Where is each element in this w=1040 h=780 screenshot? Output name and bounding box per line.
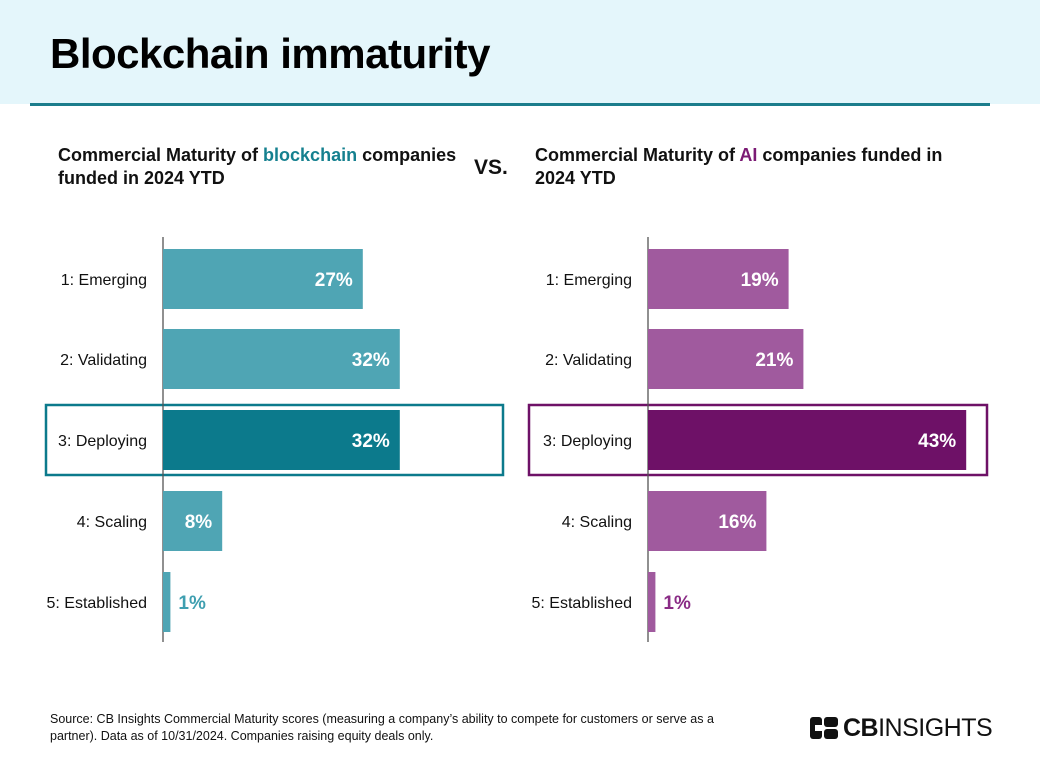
blockchain-data-label: 27% <box>315 270 353 291</box>
blockchain-data-label: 1% <box>178 593 206 614</box>
ai-tick-label: 2: Validating <box>545 352 632 369</box>
logo-wordmark: CBINSIGHTS <box>843 713 993 743</box>
blockchain-bar <box>163 410 400 470</box>
logo-light-text: INSIGHTS <box>878 713 993 742</box>
ai-highlight-box <box>527 403 989 477</box>
ai-bar <box>648 329 804 389</box>
blockchain-tick-label: 3: Deploying <box>58 433 147 450</box>
blockchain-tick-label: 2: Validating <box>60 352 147 369</box>
ai-tick-label: 1: Emerging <box>546 272 632 289</box>
logo-bold-text: CB <box>843 713 879 742</box>
ai-data-label: 21% <box>755 350 793 371</box>
ai-data-label: 19% <box>741 270 779 291</box>
right-subtitle-suffix: companies funded in 2024 YTD <box>535 145 943 188</box>
blockchain-tick-label: 1: Emerging <box>61 272 147 289</box>
left-subtitle-suffix: companies funded in 2024 YTD <box>58 145 457 188</box>
header-band: Blockchain immaturity <box>0 0 1040 104</box>
right-subtitle-prefix: Commercial Maturity of <box>535 145 740 165</box>
ai-data-label: 43% <box>918 431 956 452</box>
page-title: Blockchain immaturity <box>50 30 490 77</box>
cb-insights-logo: CBINSIGHTS <box>810 713 993 743</box>
left-subtitle-prefix: Commercial Maturity of <box>58 145 264 165</box>
blockchain-tick-label: 5: Established <box>46 595 147 612</box>
ai-bar <box>648 491 767 551</box>
blockchain-highlight-box <box>44 403 505 477</box>
ai-tick-label: 4: Scaling <box>562 514 632 531</box>
ai-bar <box>648 249 789 309</box>
blockchain-data-label: 32% <box>352 350 390 371</box>
ai-bar <box>648 410 967 470</box>
source-footnote: Source: CB Insights Commercial Maturity … <box>50 712 714 743</box>
blockchain-data-label: 8% <box>185 512 213 533</box>
blockchain-bar <box>163 491 223 551</box>
blockchain-data-label: 32% <box>352 431 390 452</box>
ai-tick-label: 5: Established <box>531 595 632 612</box>
right-chart-subtitle: Commercial Maturity of AI companies fund… <box>535 144 955 190</box>
blockchain-bar <box>163 329 400 389</box>
ai-tick-label: 3: Deploying <box>543 433 632 450</box>
header-divider <box>30 103 990 106</box>
left-subtitle-highlight: blockchain <box>263 145 358 165</box>
left-chart-subtitle: Commercial Maturity of blockchain compan… <box>58 144 478 190</box>
vs-label: VS. <box>474 156 508 179</box>
cb-logo-icon <box>810 717 838 739</box>
blockchain-tick-label: 4: Scaling <box>77 514 147 531</box>
ai-data-label: 1% <box>663 593 691 614</box>
blockchain-bar <box>163 572 171 632</box>
right-subtitle-highlight: AI <box>739 145 758 165</box>
ai-data-label: 16% <box>718 512 756 533</box>
blockchain-bar <box>163 249 363 309</box>
ai-bar <box>648 572 656 632</box>
